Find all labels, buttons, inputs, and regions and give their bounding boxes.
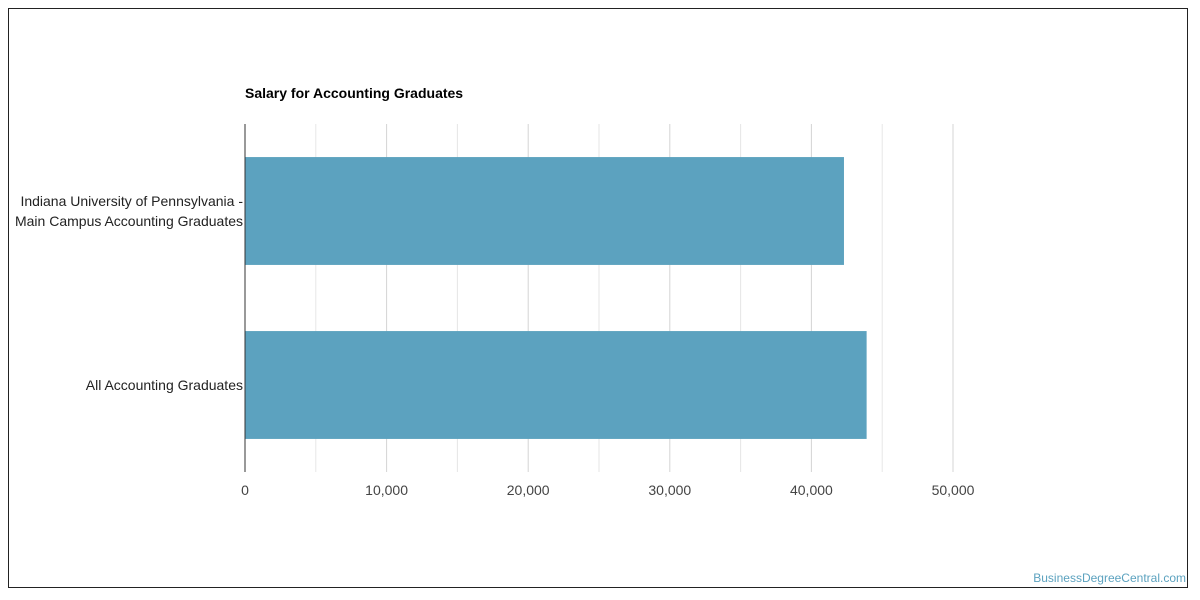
category-label: Indiana University of Pennsylvania - Mai… xyxy=(14,193,243,229)
chart-frame xyxy=(8,8,1188,588)
bar-1[interactable] xyxy=(245,331,867,439)
x-tick-label: 50,000 xyxy=(931,482,975,498)
x-tick-label: 10,000 xyxy=(365,482,409,498)
chart-title: Salary for Accounting Graduates xyxy=(245,85,464,101)
x-tick-label: 0 xyxy=(241,482,249,498)
category-label: All Accounting Graduates xyxy=(85,377,243,393)
x-tick-label: 20,000 xyxy=(506,482,550,498)
watermark-link[interactable]: BusinessDegreeCentral.com xyxy=(1033,571,1186,585)
x-tick-label: 40,000 xyxy=(789,482,833,498)
x-tick-label: 30,000 xyxy=(648,482,692,498)
bar-0[interactable] xyxy=(245,157,844,265)
